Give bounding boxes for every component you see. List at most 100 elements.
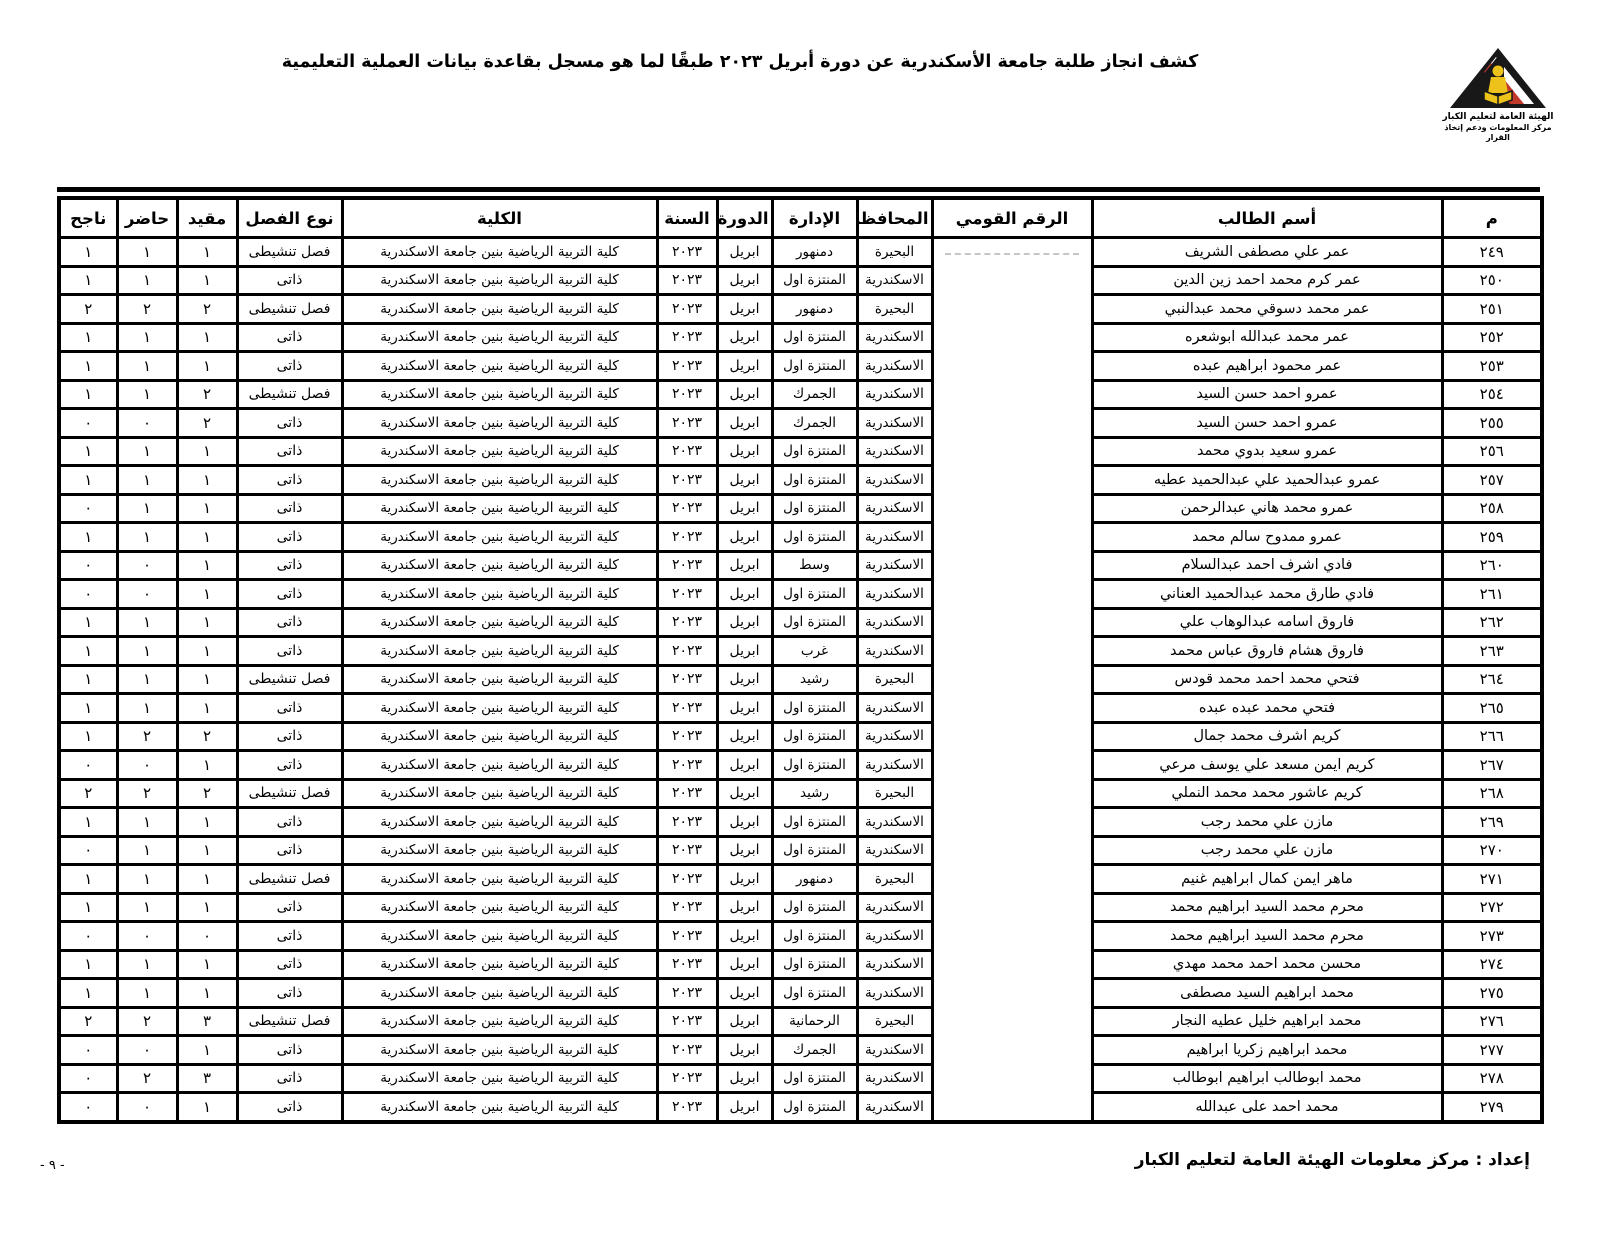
class-type-cell: ذاتى [235,834,344,866]
student-name-cell: عمر علي مصطفى الشريف [1090,236,1444,268]
col-passed: ناجح [57,196,119,239]
enrolled-cell: ١ [175,578,239,610]
serial-cell: ٢٥٦ [1440,435,1544,467]
passed-cell: ١ [57,378,119,410]
col-class-type: نوع الفصل [235,196,344,239]
enrolled-cell: ٢ [175,777,239,809]
session-cell: ابريل [715,464,774,496]
year-cell: ٢٠٢٣ [655,977,719,1009]
enrolled-cell: ١ [175,264,239,296]
passed-cell: ٠ [57,549,119,581]
college-cell: كلية التربية الرياضية بنين جامعة الاسكند… [340,663,659,695]
present-cell: ١ [115,321,179,353]
serial-cell: ٢٧١ [1440,863,1544,895]
student-name-cell: محرم محمد السيد ابراهيم محمد [1090,891,1444,923]
college-cell: كلية التربية الرياضية بنين جامعة الاسكند… [340,350,659,382]
college-cell: كلية التربية الرياضية بنين جامعة الاسكند… [340,435,659,467]
passed-cell: ١ [57,977,119,1009]
col-present: حاضر [115,196,179,239]
enrolled-cell: ٣ [175,1062,239,1094]
student-row: ٢٥٢ عمر محمد عبدالله ابوشعره الاسكندرية … [57,321,1544,353]
class-type-cell: ذاتى [235,1062,344,1094]
class-type-cell: ذاتى [235,806,344,838]
passed-cell: ١ [57,435,119,467]
present-cell: ٠ [115,407,179,439]
class-type-cell: فصل تنشيطى [235,863,344,895]
student-row: ٢٧٨ محمد ابوطالب ابراهيم ابوطالب الاسكند… [57,1062,1544,1094]
present-cell: ١ [115,663,179,695]
present-cell: ١ [115,977,179,1009]
year-cell: ٢٠٢٣ [655,635,719,667]
administration-cell: دمنهور [770,863,859,895]
passed-cell: ٠ [57,492,119,524]
col-session: الدورة [715,196,774,239]
student-row: ٢٧٢ محرم محمد السيد ابراهيم محمد الاسكند… [57,891,1544,923]
session-cell: ابريل [715,663,774,695]
passed-cell: ١ [57,521,119,553]
year-cell: ٢٠٢٣ [655,293,719,325]
serial-cell: ٢٧٤ [1440,948,1544,980]
present-cell: ٠ [115,920,179,952]
governorate-cell: الاسكندرية [855,321,934,353]
serial-cell: ٢٥٧ [1440,464,1544,496]
session-cell: ابريل [715,606,774,638]
student-name-cell: عمر كرم محمد احمد زين الدين [1090,264,1444,296]
serial-cell: ٢٦٨ [1440,777,1544,809]
present-cell: ٢ [115,777,179,809]
college-cell: كلية التربية الرياضية بنين جامعة الاسكند… [340,920,659,952]
student-row: ٢٥٥ عمرو احمد حسن السيد الاسكندرية الجمر… [57,407,1544,439]
year-cell: ٢٠٢٣ [655,264,719,296]
governorate-cell: الاسكندرية [855,464,934,496]
session-cell: ابريل [715,891,774,923]
year-cell: ٢٠٢٣ [655,806,719,838]
class-type-cell: ذاتى [235,1034,344,1066]
administration-cell: وسط [770,549,859,581]
administration-cell: المنتزة اول [770,350,859,382]
national-id-cell [930,294,1094,323]
national-id-cell [930,864,1094,893]
national-id-cell [930,551,1094,580]
college-cell: كلية التربية الرياضية بنين جامعة الاسكند… [340,407,659,439]
student-name-cell: مازن علي محمد رجب [1090,806,1444,838]
student-row: ٢٦٧ كريم ايمن مسعد علي يوسف مرعي الاسكند… [57,749,1544,781]
enrolled-cell: ٢ [175,378,239,410]
national-id-cell [930,1007,1094,1036]
serial-cell: ٢٦٢ [1440,606,1544,638]
administration-cell: المنتزة اول [770,264,859,296]
national-id-cell [930,237,1094,266]
student-name-cell: فتحي محمد احمد محمد قودس [1090,663,1444,695]
national-id-cell [930,608,1094,637]
administration-cell: الرحمانية [770,1005,859,1037]
administration-cell: المنتزة اول [770,692,859,724]
class-type-cell: ذاتى [235,920,344,952]
student-name-cell: عمرو ممدوح سالم محمد [1090,521,1444,553]
student-name-cell: فادي اشرف احمد عبدالسلام [1090,549,1444,581]
enrolled-cell: ١ [175,435,239,467]
serial-cell: ٢٧٩ [1440,1091,1544,1123]
college-cell: كلية التربية الرياضية بنين جامعة الاسكند… [340,521,659,553]
student-name-cell: عمر محمد عبدالله ابوشعره [1090,321,1444,353]
enrolled-cell: ١ [175,891,239,923]
prepared-by-note: إعداد : مركز معلومات الهيئة العامة لتعلي… [1134,1150,1530,1170]
college-cell: كلية التربية الرياضية بنين جامعة الاسكند… [340,264,659,296]
governorate-cell: البحيرة [855,663,934,695]
class-type-cell: ذاتى [235,578,344,610]
student-row: ٢٤٩ عمر علي مصطفى الشريف البحيرة دمنهور … [57,236,1544,268]
college-cell: كلية التربية الرياضية بنين جامعة الاسكند… [340,492,659,524]
table-header: م أسم الطالب الرقم القومي المحافظة الإدا… [57,196,1544,239]
student-row: ٢٦٩ مازن علي محمد رجب الاسكندرية المنتزة… [57,806,1544,838]
college-cell: كلية التربية الرياضية بنين جامعة الاسكند… [340,720,659,752]
session-cell: ابريل [715,692,774,724]
student-row: ٢٦١ فادي طارق محمد عبدالحميد العناني الا… [57,578,1544,610]
enrolled-cell: ٢ [175,720,239,752]
serial-cell: ٢٦٧ [1440,749,1544,781]
administration-cell: المنتزة اول [770,435,859,467]
student-name-cell: عمرو محمد هاني عبدالرحمن [1090,492,1444,524]
passed-cell: ٠ [57,920,119,952]
college-cell: كلية التربية الرياضية بنين جامعة الاسكند… [340,1091,659,1123]
student-name-cell: محمد ابراهيم خليل عطيه النجار [1090,1005,1444,1037]
year-cell: ٢٠٢٣ [655,720,719,752]
student-name-cell: محمد ابراهيم زكريا ابراهيم [1090,1034,1444,1066]
enrolled-cell: ١ [175,492,239,524]
passed-cell: ١ [57,891,119,923]
